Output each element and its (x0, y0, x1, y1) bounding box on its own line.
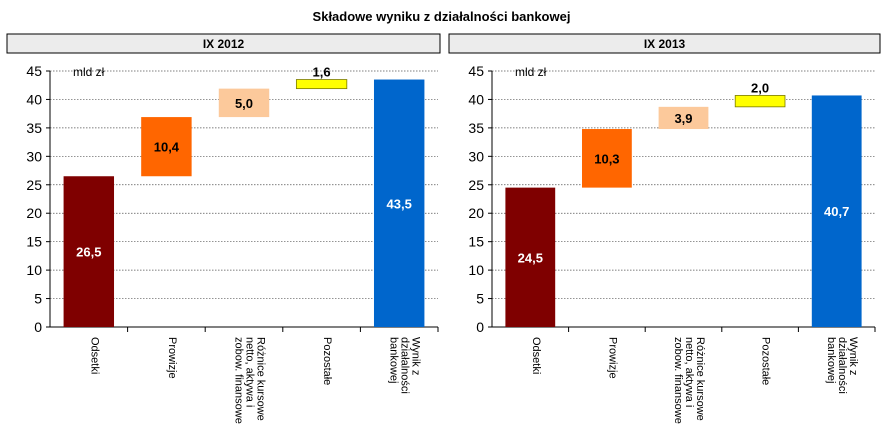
x-tick-label: Prowizje (606, 337, 618, 379)
panel-header-2 (448, 33, 881, 54)
bar-2-3 (658, 106, 709, 130)
x-tick-label: bankowej (388, 337, 400, 383)
x-tick-label: Odsetki (530, 337, 542, 374)
unit-label: mld zł (73, 65, 105, 79)
y-tick-label: 35 (26, 120, 42, 136)
y-tick-label: 20 (26, 205, 42, 221)
x-tick-label: Wynik z (410, 337, 422, 375)
chart-main-title: Składowe wyniku z działalności bankowej (312, 9, 571, 24)
panel-title-1: IX 2012 (203, 37, 245, 51)
y-tick-label: 35 (468, 120, 484, 136)
y-tick-label: 30 (468, 148, 484, 164)
y-tick-label: 10 (468, 262, 484, 278)
bar-2-1 (505, 187, 556, 327)
y-tick-label: 0 (34, 319, 42, 335)
bar-2-2 (582, 129, 632, 188)
y-tick-label: 5 (476, 291, 484, 307)
x-tick-label: bankowej (825, 337, 837, 383)
bar-1-2 (141, 117, 192, 177)
y-tick-label: 25 (26, 177, 42, 193)
y-tick-label: 15 (468, 234, 484, 250)
data-label: 24,5 (518, 250, 543, 265)
panel-title-2: IX 2013 (644, 37, 686, 51)
y-tick-label: 15 (26, 234, 42, 250)
x-tick-label: Pozostałe (321, 337, 333, 385)
bar-1-5 (373, 79, 425, 328)
x-tick-label: Różnice kursowe (255, 337, 267, 421)
y-tick-label: 40 (468, 91, 484, 107)
y-tick-label: 0 (476, 319, 484, 335)
x-tick-label: netto, aktywa i (244, 337, 256, 407)
y-tick-label: 5 (34, 291, 42, 307)
y-tick-label: 10 (26, 262, 42, 278)
data-label: 3,9 (674, 111, 692, 126)
x-tick-label: zobow. finansowe (672, 337, 684, 424)
data-label: 10,3 (594, 151, 619, 166)
data-label: 5,0 (235, 96, 253, 111)
data-label: 1,6 (313, 65, 331, 80)
y-tick-label: 20 (468, 205, 484, 221)
unit-label: mld zł (515, 65, 547, 79)
x-tick-label: działalności (399, 337, 411, 394)
x-tick-label: zobow. finansowe (233, 337, 245, 424)
bar-1-1 (63, 176, 115, 327)
y-tick-label: 45 (26, 63, 42, 79)
y-tick-label: 45 (468, 63, 484, 79)
bar-2-4 (734, 95, 786, 108)
data-label: 26,5 (76, 245, 101, 260)
data-label: 10,4 (154, 140, 180, 155)
x-tick-label: Różnice kursowe (694, 337, 706, 421)
data-label: 40,7 (824, 204, 849, 219)
y-tick-label: 25 (468, 177, 484, 193)
x-tick-label: działalności (836, 337, 848, 394)
x-tick-label: Odsetki (88, 337, 100, 374)
x-tick-label: Pozostałe (760, 337, 772, 385)
bar-1-4 (295, 79, 348, 90)
data-label: 43,5 (387, 196, 412, 211)
panel-header-1 (6, 33, 441, 54)
x-tick-label: Wynik z (847, 337, 859, 375)
data-label: 2,0 (751, 80, 769, 95)
y-tick-label: 30 (26, 148, 42, 164)
bar-2-5 (811, 95, 862, 327)
x-tick-label: Prowizje (166, 337, 178, 379)
y-tick-label: 40 (26, 91, 42, 107)
x-tick-label: netto, aktywa i (683, 337, 695, 407)
bar-1-3 (218, 88, 270, 118)
